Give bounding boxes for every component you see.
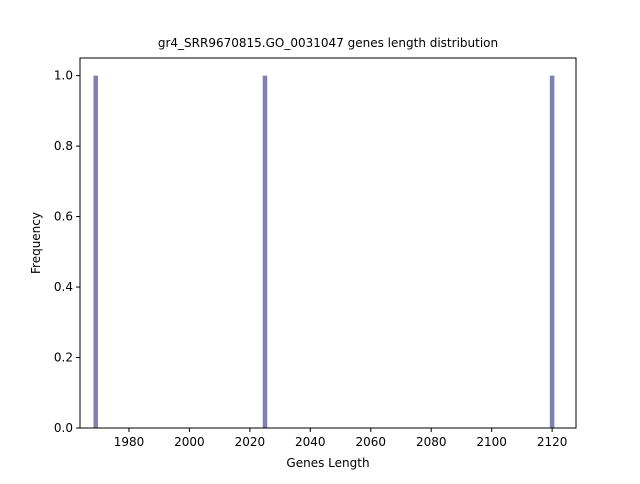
y-tick-label-5: 1.0 [54, 69, 73, 83]
x-tick-label-4: 2060 [355, 435, 386, 449]
bars-layer [93, 75, 555, 428]
bar-0 [93, 75, 98, 428]
x-tick-label-6: 2100 [476, 435, 507, 449]
x-tick-label-1: 2000 [174, 435, 205, 449]
plot-frame [79, 57, 577, 429]
y-tick-label-0: 0.0 [54, 421, 73, 435]
y-axis-label: Frequency [29, 212, 43, 274]
x-tick-label-5: 2080 [416, 435, 447, 449]
y-tick-label-3: 0.6 [54, 210, 73, 224]
x-tick-label-0: 1980 [114, 435, 145, 449]
chart-title: gr4_SRR9670815.GO_0031047 genes length d… [157, 36, 499, 50]
bar-2 [549, 75, 555, 428]
x-tick-label-7: 2120 [537, 435, 568, 449]
bar-1 [262, 75, 268, 428]
x-tick-label-2: 2020 [235, 435, 266, 449]
x-tick-label-3: 2040 [295, 435, 326, 449]
y-ticks: 0.0 0.2 0.4 0.6 0.8 1.0 [54, 69, 80, 435]
x-ticks: 1980 2000 2020 2040 2060 2080 2100 2120 [114, 428, 568, 449]
y-tick-label-4: 0.8 [54, 139, 73, 153]
x-axis-label: Genes Length [286, 456, 369, 470]
y-tick-label-1: 0.2 [54, 351, 73, 365]
y-tick-label-2: 0.4 [54, 280, 73, 294]
